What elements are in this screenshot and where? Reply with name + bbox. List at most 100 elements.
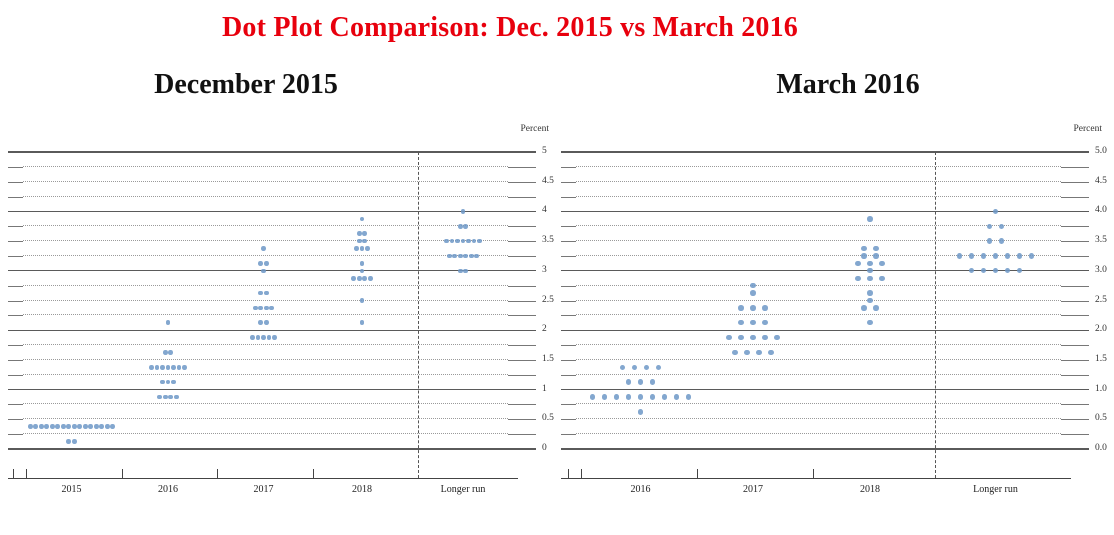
y-axis-label: 2.0 <box>1095 324 1107 335</box>
grid-line-right-tick <box>1061 359 1089 361</box>
projection-dot <box>255 335 261 340</box>
grid-line-left-tick <box>8 241 23 243</box>
x-axis <box>561 478 1071 479</box>
projection-dot <box>601 394 608 400</box>
projection-dot <box>738 320 744 326</box>
grid-line-left-tick <box>561 300 576 302</box>
projection-dot <box>359 298 365 303</box>
projection-dot <box>619 364 626 371</box>
grid-line-dotted <box>23 165 508 167</box>
grid-line-right-tick <box>508 285 536 287</box>
projection-dot <box>263 305 269 311</box>
x-axis <box>8 478 518 479</box>
projection-dot <box>446 253 452 259</box>
projection-dot <box>762 334 768 341</box>
grid-line-dotted <box>576 418 1061 420</box>
projection-dot <box>750 334 756 341</box>
projection-dot <box>992 208 999 215</box>
projection-dot <box>171 379 176 385</box>
grid-line-left-tick <box>561 434 576 436</box>
y-axis-label: 3.0 <box>1095 264 1107 275</box>
grid-line-right-tick <box>508 255 536 257</box>
projection-dot <box>998 223 1005 229</box>
y-axis-label: 2 <box>542 324 547 335</box>
projection-dot <box>250 335 255 340</box>
projection-dot <box>992 268 999 274</box>
y-axis-label: 1.5 <box>542 353 554 364</box>
projection-dot <box>359 268 365 274</box>
x-axis-label: 2016 <box>158 484 178 495</box>
projection-dot <box>631 364 638 371</box>
projection-dot <box>873 253 879 259</box>
projection-dot <box>269 305 275 311</box>
projection-dot <box>154 365 160 370</box>
grid-line-right-tick <box>1061 374 1089 376</box>
projection-dot <box>460 209 466 214</box>
projection-dot <box>359 246 365 251</box>
grid-line-dotted <box>576 180 1061 182</box>
projection-dot <box>980 253 987 259</box>
grid-line-right-tick <box>508 419 536 421</box>
longer-run-separator <box>935 152 936 478</box>
grid-line-right-tick <box>508 166 536 168</box>
projection-dot <box>258 305 264 311</box>
projection-dot <box>457 268 463 274</box>
projection-dot <box>93 424 99 430</box>
projection-dot <box>365 246 370 251</box>
projection-dot <box>1016 268 1023 274</box>
projection-dot <box>359 320 365 326</box>
grid-line-solid <box>8 329 536 331</box>
grid-line-solid <box>561 329 1089 331</box>
projection-dot <box>744 349 750 356</box>
grid-line-right-tick <box>1061 166 1089 168</box>
grid-line-left-tick <box>561 359 576 361</box>
projection-dot <box>356 275 362 281</box>
grid-line-right-tick <box>1061 419 1089 421</box>
projection-dot <box>637 409 644 415</box>
grid-line-dotted <box>576 225 1061 227</box>
projection-dot <box>356 231 362 236</box>
grid-line-dotted <box>23 284 508 286</box>
projection-dot <box>673 394 680 400</box>
projection-dot <box>266 335 272 340</box>
projection-dot <box>367 275 373 281</box>
projection-dot <box>272 335 277 340</box>
grid-line-right-tick <box>1061 241 1089 243</box>
projection-dot <box>879 275 885 281</box>
grid-line-right-tick <box>1061 226 1089 228</box>
y-axis-label: 4.5 <box>542 175 554 186</box>
projection-dot <box>738 334 744 341</box>
grid-line-left-tick <box>561 345 576 347</box>
grid-line-left-tick <box>561 226 576 228</box>
projection-dot <box>655 364 662 371</box>
projection-dot <box>258 320 264 326</box>
grid-line-dotted <box>576 195 1061 197</box>
grid-line-dotted <box>23 314 508 316</box>
grid-line-right-tick <box>508 300 536 302</box>
projection-dot <box>463 268 469 274</box>
grid-line-left-tick <box>561 241 576 243</box>
axis-tick <box>581 469 582 478</box>
projection-dot <box>474 253 480 259</box>
grid-line-left-tick <box>561 285 576 287</box>
chart-march-2016: Percent 0.0 0.5 1.0 1.5 2.0 2.5 3.0 3.5 4.0 4.5 5.0… <box>561 118 1112 518</box>
y-axis-label: 2.5 <box>542 294 554 305</box>
y-axis-label: 0.5 <box>542 413 554 424</box>
projection-dot <box>452 253 458 259</box>
projection-dot <box>457 223 463 229</box>
projection-dot <box>589 394 596 400</box>
grid-line-right-tick <box>508 226 536 228</box>
projection-dot <box>738 305 744 311</box>
grid-line-left-tick <box>8 166 23 168</box>
projection-dot <box>1016 253 1023 259</box>
projection-dot <box>1004 268 1011 274</box>
grid-line-left-tick <box>8 300 23 302</box>
projection-dot <box>649 394 656 400</box>
grid-line-left-tick <box>8 196 23 198</box>
projection-dot <box>861 253 867 259</box>
projection-dot <box>38 424 44 430</box>
grid-line-solid <box>561 448 1089 450</box>
grid-line-dotted <box>23 299 508 301</box>
projection-dot <box>165 365 171 370</box>
grid-line-dotted <box>23 358 508 360</box>
